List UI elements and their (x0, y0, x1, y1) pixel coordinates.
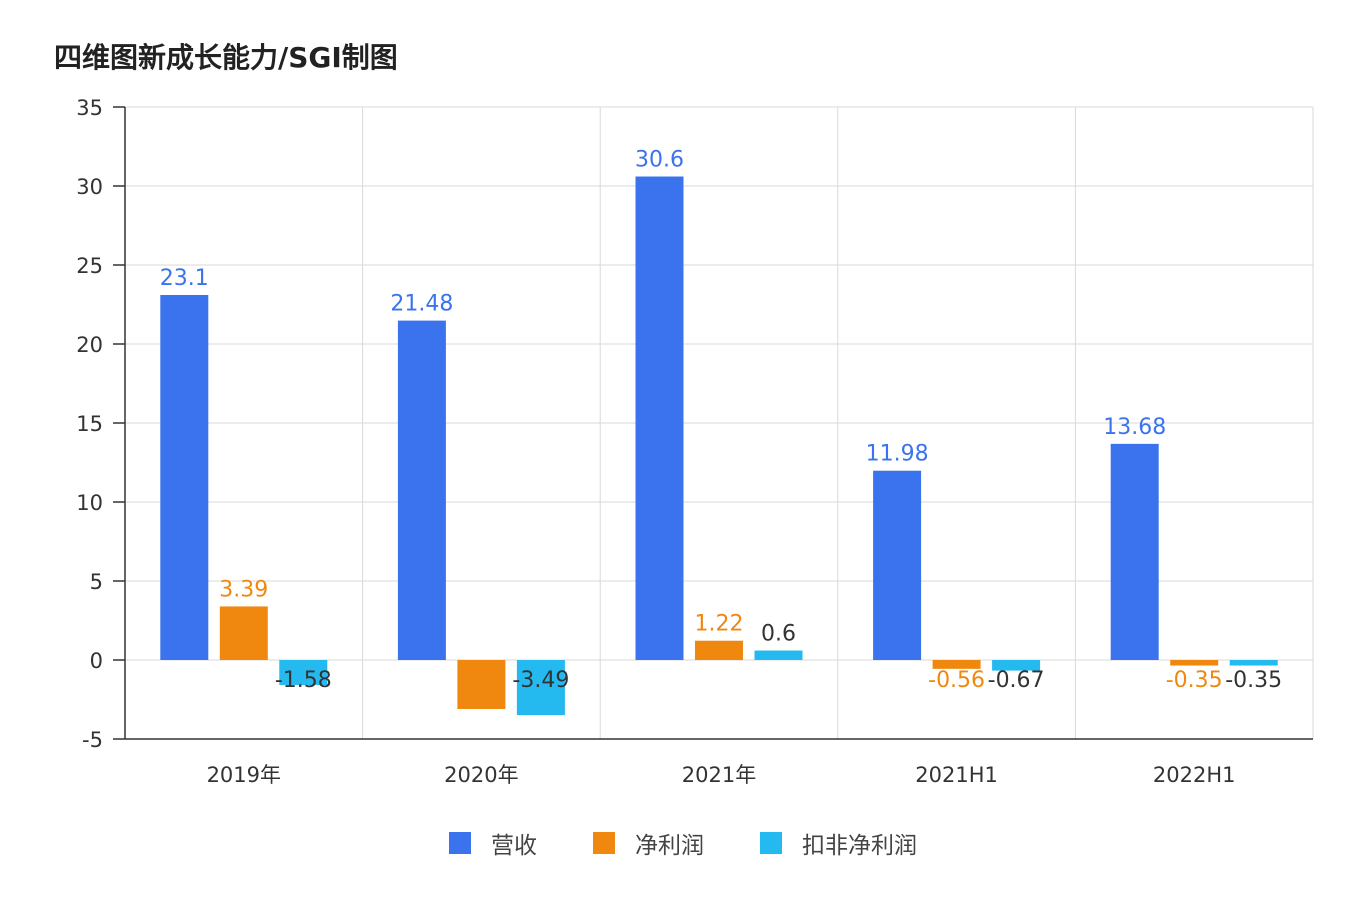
chart-title: 四维图新成长能力/SGI制图 (54, 41, 398, 74)
data-label: -0.35 (1225, 668, 1282, 693)
legend-item-revenue[interactable]: 营收 (449, 826, 537, 860)
data-label: -0.56 (928, 668, 985, 693)
bar (754, 650, 803, 660)
bar (932, 660, 981, 669)
data-label: 21.48 (390, 292, 453, 317)
legend-swatch-revenue (449, 832, 471, 854)
data-label: 1.22 (695, 612, 744, 637)
bar (1170, 660, 1219, 666)
legend-label-adjusted-net-profit: 扣非净利润 (802, 833, 917, 859)
bar (457, 660, 506, 709)
y-tick-label: 25 (76, 254, 103, 278)
y-tick-label: 0 (90, 649, 103, 673)
y-tick-label: 5 (90, 570, 103, 594)
bar (397, 320, 446, 660)
bar (279, 660, 328, 685)
legend-label-net-profit: 净利润 (635, 833, 704, 859)
data-label: 11.98 (866, 442, 929, 467)
legend-label-revenue: 营收 (491, 833, 537, 859)
data-label: -3.49 (512, 668, 569, 693)
legend-item-net-profit[interactable]: 净利润 (593, 826, 704, 860)
bar (635, 176, 684, 660)
data-label: -3.1 (460, 668, 503, 693)
legend: 营收 净利润 扣非净利润 (0, 826, 1366, 860)
bar (873, 470, 922, 660)
data-label: 0.6 (761, 622, 796, 647)
x-tick-label: 2020年 (444, 763, 518, 787)
y-tick-label: 15 (76, 412, 103, 436)
x-tick-label: 2021年 (682, 763, 756, 787)
y-tick-label: 35 (76, 96, 103, 120)
data-label: 23.1 (160, 266, 209, 291)
bar (219, 606, 268, 660)
x-tick-label: 2019年 (207, 763, 281, 787)
data-label: 30.6 (635, 148, 684, 173)
bar (695, 640, 743, 660)
y-tick-label: -5 (82, 728, 103, 752)
data-label: 13.68 (1103, 415, 1166, 440)
data-label: -0.35 (1166, 668, 1223, 693)
legend-swatch-net-profit (593, 832, 615, 854)
data-label: -0.67 (988, 668, 1045, 693)
bar (1110, 443, 1159, 660)
bar (160, 295, 209, 660)
data-label: 3.39 (219, 577, 268, 602)
legend-swatch-adjusted-net-profit (760, 832, 782, 854)
x-tick-label: 2021H1 (915, 763, 998, 787)
data-label: -1.58 (275, 668, 332, 693)
x-tick-label: 2022H1 (1153, 763, 1236, 787)
bar (516, 660, 565, 716)
legend-item-adjusted-net-profit[interactable]: 扣非净利润 (760, 826, 917, 860)
y-tick-label: 30 (76, 175, 103, 199)
bar (1229, 660, 1278, 666)
bar (992, 660, 1041, 671)
y-tick-label: 10 (76, 491, 103, 515)
y-tick-label: 20 (76, 333, 103, 357)
